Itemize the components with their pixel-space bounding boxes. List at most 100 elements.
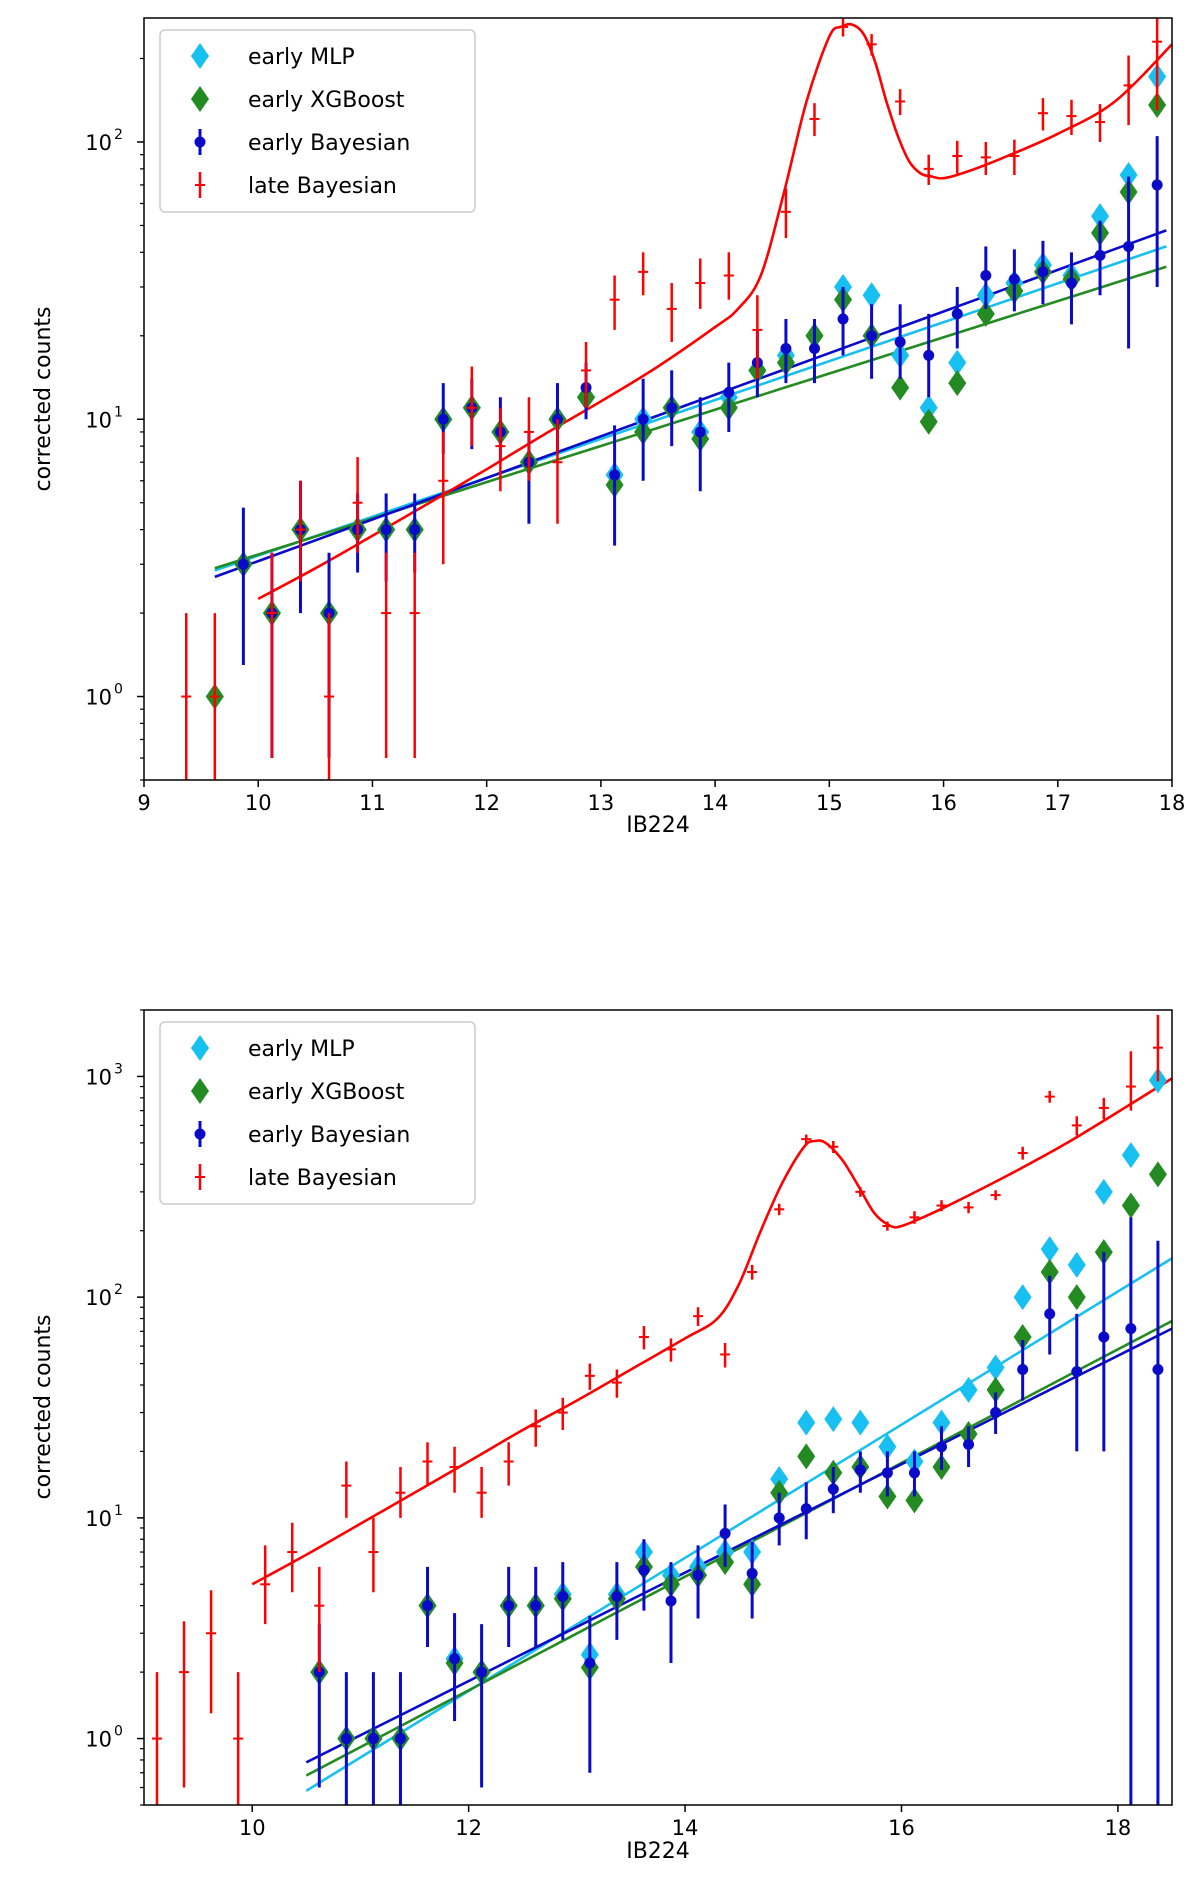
early-bayesian-point <box>694 426 706 438</box>
early-bayesian-point <box>894 336 906 348</box>
legend-entry-early-xgboost: early XGBoost <box>191 1078 405 1105</box>
y-tick-exponent: 0 <box>114 1724 123 1740</box>
early-mlp-point <box>1094 1178 1113 1205</box>
y-tick-exponent: 2 <box>114 1282 123 1298</box>
early-bayesian-point <box>923 349 935 361</box>
legend-label: late Bayesian <box>248 1166 397 1191</box>
early-bayesian-point <box>503 1600 515 1612</box>
early-bayesian-point <box>951 308 963 320</box>
early-bayesian-point <box>609 469 621 481</box>
legend-marker <box>191 1078 209 1104</box>
early-bayesian-point <box>237 558 249 570</box>
early-bayesian-point <box>665 1595 677 1607</box>
x-tick-label: 10 <box>239 1816 266 1840</box>
legend-entry-early-mlp: early MLP <box>191 43 355 70</box>
early-bayesian-point <box>584 1657 596 1669</box>
x-axis: 9 10 11 12 13 14 15 16 17 18 <box>137 780 1185 815</box>
x-tick-label: 11 <box>359 791 386 815</box>
early-bayesian-point <box>773 1512 785 1524</box>
early-bayesian-point <box>1098 1331 1110 1343</box>
early-bayesian-point <box>394 1733 406 1745</box>
early-xgboost-point <box>1040 1258 1059 1285</box>
legend-label: early Bayesian <box>248 131 410 156</box>
legend-marker <box>191 43 209 69</box>
x-tick-label: 18 <box>1105 1816 1132 1840</box>
early-bayesian-point <box>1094 249 1106 261</box>
early-bayesian-point <box>692 1569 704 1581</box>
early-xgboost-point <box>1067 1284 1086 1311</box>
plot-frame <box>143 17 1173 781</box>
x-axis-label: IB224 <box>626 813 690 838</box>
early-mlp-point <box>862 282 881 309</box>
early-mlp-point <box>948 349 967 376</box>
legend-marker <box>191 86 209 112</box>
late-bayesian-model-line <box>251 1077 1172 1586</box>
early-bayesian-point <box>637 413 649 425</box>
early-bayesian-point <box>723 386 735 398</box>
early-bayesian-point <box>719 1527 731 1539</box>
x-tick-label: 16 <box>930 791 957 815</box>
early-mlp-point <box>797 1409 816 1436</box>
early-bayesian-point <box>1017 1364 1029 1376</box>
legend-box <box>159 29 476 213</box>
data-markers <box>151 1014 1167 1805</box>
legend-entry-early-mlp: early MLP <box>191 1035 355 1062</box>
early-bayesian-point <box>800 1503 812 1515</box>
early-xgboost-fit-line <box>305 1319 1172 1777</box>
x-axis: 10 12 14 16 18 <box>239 1805 1131 1840</box>
early-bayesian-point <box>827 1483 839 1495</box>
early-bayesian-point <box>557 1591 569 1603</box>
early-bayesian-point <box>1152 1364 1164 1376</box>
early-xgboost-point <box>1121 1192 1140 1219</box>
early-bayesian-point <box>638 1564 650 1576</box>
y-tick-label: 10 <box>85 408 112 432</box>
early-bayesian-point <box>1044 1308 1056 1320</box>
data-markers <box>181 18 1167 780</box>
early-bayesian-point <box>854 1464 866 1476</box>
early-bayesian-point <box>380 524 392 536</box>
y-tick-label: 10 <box>85 131 112 155</box>
early-bayesian-point <box>963 1438 975 1450</box>
y-axis-label: corrected counts <box>31 1314 56 1499</box>
x-tick-label: 14 <box>702 791 729 815</box>
x-tick-label: 18 <box>1159 791 1186 815</box>
early-bayesian-point <box>409 524 421 536</box>
early-bayesian-point <box>746 1567 758 1579</box>
legend-entry-late-bayesian: late Bayesian <box>195 1164 397 1191</box>
early-bayesian-fit-line <box>305 1327 1172 1764</box>
early-xgboost-point <box>891 374 910 401</box>
early-mlp-point <box>1091 203 1110 230</box>
early-bayesian-point <box>808 342 820 354</box>
early-mlp-point <box>1067 1251 1086 1278</box>
early-mlp-fit-line <box>305 1257 1172 1792</box>
legend-box <box>159 1021 476 1205</box>
legend-marker <box>191 1035 209 1061</box>
plot-frame <box>143 1009 1173 1806</box>
x-tick-label: 14 <box>672 1816 699 1840</box>
early-bayesian-series <box>313 1217 1164 1805</box>
early-bayesian-point <box>1123 240 1135 252</box>
early-mlp-point <box>919 394 938 421</box>
legend-marker <box>194 136 206 148</box>
legend-label: early XGBoost <box>248 1080 405 1105</box>
early-bayesian-point <box>980 269 992 281</box>
early-mlp-point <box>770 1465 789 1492</box>
x-tick-label: 10 <box>245 791 272 815</box>
legend-label: early Bayesian <box>248 1123 410 1148</box>
early-mlp-point <box>824 1406 843 1433</box>
early-xgboost-point <box>976 300 995 327</box>
legend-entry-early-bayesian: early Bayesian <box>194 1121 410 1148</box>
legend-label: early MLP <box>248 1037 355 1062</box>
early-bayesian-point <box>367 1733 379 1745</box>
legend-entry-late-bayesian: late Bayesian <box>195 172 397 199</box>
y-tick-label: 10 <box>85 686 112 710</box>
y-tick-exponent: 0 <box>114 682 123 698</box>
early-mlp-point <box>959 1376 978 1403</box>
x-axis-label: IB224 <box>626 1839 690 1864</box>
early-mlp-point <box>932 1409 951 1436</box>
early-bayesian-point <box>1151 179 1163 191</box>
